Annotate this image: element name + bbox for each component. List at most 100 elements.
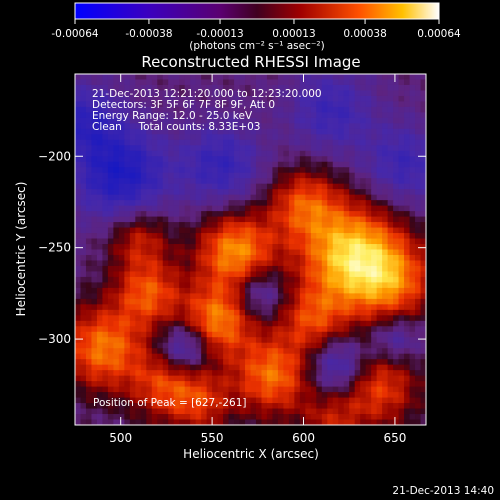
heatmap-cell	[85, 342, 92, 349]
heatmap-cell	[343, 117, 350, 124]
heatmap-cell	[162, 419, 169, 426]
heatmap-cell	[398, 403, 405, 409]
heatmap-cell	[201, 342, 208, 349]
heatmap-cell	[266, 331, 273, 338]
heatmap-cell	[179, 161, 186, 168]
heatmap-cell	[376, 134, 383, 141]
heatmap-cell	[332, 304, 339, 311]
heatmap-cell	[168, 342, 175, 349]
heatmap-cell	[272, 150, 279, 157]
heatmap-cell	[146, 337, 153, 344]
heatmap-cell	[91, 419, 98, 426]
heatmap-cell	[179, 211, 186, 217]
heatmap-cell	[365, 156, 372, 163]
heatmap-cell	[327, 117, 334, 124]
heatmap-cell	[113, 205, 120, 212]
heatmap-cell	[217, 414, 224, 420]
heatmap-cell	[404, 117, 410, 124]
heatmap-cell	[371, 375, 378, 382]
heatmap-cell	[365, 326, 372, 333]
heatmap-cell	[365, 117, 372, 124]
heatmap-cell	[151, 397, 158, 404]
heatmap-cell	[151, 134, 158, 141]
heatmap-cell	[288, 74, 295, 80]
heatmap-cell	[113, 403, 120, 409]
heatmap-cell	[201, 381, 208, 388]
heatmap-cell	[321, 95, 328, 102]
heatmap-cell	[234, 117, 240, 124]
heatmap-cell	[212, 276, 218, 283]
heatmap-cell	[398, 271, 405, 278]
heatmap-cell	[393, 194, 399, 201]
heatmap-cell	[415, 84, 421, 91]
heatmap-cell	[404, 403, 410, 409]
heatmap-cell	[129, 359, 136, 366]
heatmap-cell	[255, 381, 262, 388]
heatmap-cell	[310, 353, 317, 360]
heatmap-cell	[75, 304, 81, 311]
heatmap-cell	[102, 265, 109, 272]
heatmap-cell	[332, 293, 339, 300]
heatmap-cell	[85, 276, 92, 283]
heatmap-cell	[294, 348, 301, 355]
heatmap-cell	[398, 260, 405, 267]
heatmap-cell	[277, 79, 284, 86]
heatmap-cell	[299, 211, 306, 217]
heatmap-cell	[365, 419, 372, 426]
heatmap-cell	[327, 293, 334, 300]
heatmap-cell	[376, 161, 383, 168]
heatmap-cell	[239, 386, 246, 393]
heatmap-cell	[299, 265, 306, 272]
heatmap-cell	[420, 145, 427, 152]
heatmap-cell	[382, 112, 389, 119]
heatmap-cell	[129, 331, 136, 338]
heatmap-cell	[343, 101, 350, 108]
heatmap-cell	[135, 139, 142, 146]
heatmap-cell	[261, 353, 268, 360]
heatmap-cell	[239, 414, 246, 420]
heatmap-cell	[387, 233, 394, 239]
heatmap-cell	[261, 112, 268, 119]
heatmap-cell	[310, 370, 317, 377]
heatmap-cell	[305, 260, 312, 267]
heatmap-cell	[129, 227, 136, 234]
heatmap-cell	[332, 271, 339, 278]
heatmap-cell	[234, 145, 240, 152]
heatmap-cell	[157, 282, 164, 289]
heatmap-cell	[277, 161, 284, 168]
heatmap-cell	[371, 320, 378, 327]
heatmap-cell	[245, 128, 251, 135]
heatmap-cell	[360, 106, 367, 113]
heatmap-cell	[360, 156, 367, 163]
heatmap-cell	[206, 298, 213, 305]
heatmap-cell	[332, 298, 339, 305]
heatmap-cell	[266, 386, 273, 393]
heatmap-cell	[75, 178, 81, 185]
heatmap-cell	[184, 287, 191, 294]
heatmap-cell	[162, 375, 169, 382]
heatmap-cell	[294, 381, 301, 388]
heatmap-cell	[146, 386, 153, 393]
heatmap-cell	[245, 244, 251, 250]
heatmap-cell	[321, 244, 328, 250]
heatmap-cell	[102, 386, 109, 393]
heatmap-cell	[135, 348, 142, 355]
heatmap-cell	[261, 375, 268, 382]
heatmap-cell	[277, 254, 284, 261]
heatmap-cell	[349, 271, 356, 278]
heatmap-cell	[217, 156, 224, 163]
heatmap-cell	[365, 298, 372, 305]
heatmap-cell	[382, 117, 389, 124]
heatmap-cell	[371, 211, 378, 217]
heatmap-cell	[162, 200, 169, 207]
heatmap-cell	[250, 95, 257, 102]
heatmap-cell	[157, 90, 164, 97]
heatmap-cell	[332, 150, 339, 157]
heatmap-cell	[283, 106, 290, 113]
heatmap-cell	[393, 403, 399, 409]
heatmap-cell	[415, 189, 421, 196]
heatmap-cell	[201, 145, 208, 152]
heatmap-cell	[168, 298, 175, 305]
heatmap-cell	[151, 348, 158, 355]
heatmap-cell	[338, 134, 345, 141]
